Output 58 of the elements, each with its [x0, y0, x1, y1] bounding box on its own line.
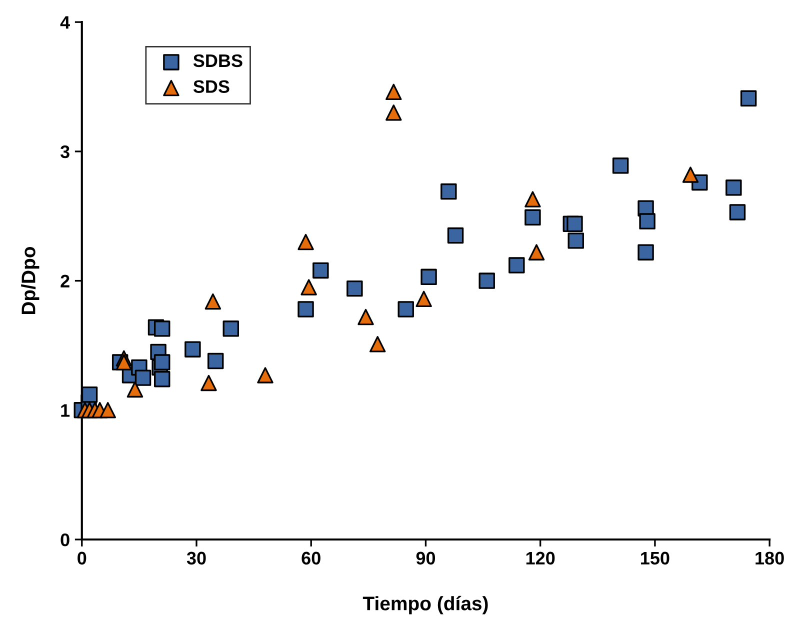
point [222, 320, 239, 337]
y-tick-label: 3 [60, 145, 70, 158]
point [682, 166, 699, 183]
point [81, 386, 98, 403]
point [638, 244, 654, 260]
point [134, 370, 152, 386]
point [420, 268, 437, 286]
point [126, 381, 144, 398]
point [740, 90, 757, 107]
point [257, 367, 274, 384]
point [154, 354, 170, 370]
x-tick-label: 30 [186, 552, 206, 565]
point [566, 216, 583, 232]
point [478, 272, 495, 289]
x-tick-label: 120 [526, 552, 555, 565]
point [568, 232, 584, 249]
x-tick-label: 180 [756, 552, 784, 565]
point [639, 213, 656, 230]
point [116, 354, 132, 370]
point [154, 320, 170, 337]
point [200, 374, 217, 392]
y-axis-title: Dp/Dpo [21, 246, 40, 314]
point [726, 180, 742, 196]
point [298, 234, 314, 250]
y-tick-label: 0 [60, 533, 70, 546]
point [612, 158, 629, 174]
x-tick-label: 90 [416, 552, 436, 565]
point [447, 227, 464, 244]
point [207, 352, 224, 370]
x-axis-title: Tiempo (días) [362, 596, 488, 614]
point [729, 204, 746, 220]
point [416, 290, 432, 308]
x-tick-label: 60 [302, 552, 320, 565]
point [386, 104, 402, 121]
legend-label: SDS [193, 80, 230, 93]
point [100, 402, 116, 418]
point [528, 244, 545, 260]
point [184, 341, 201, 358]
point [154, 370, 170, 388]
point [358, 308, 374, 326]
x-tick-label: 0 [78, 552, 86, 565]
point [300, 279, 317, 296]
point [298, 301, 314, 318]
point [524, 209, 541, 226]
point [386, 84, 402, 100]
point [440, 183, 457, 200]
y-tick-label: 1 [61, 404, 70, 417]
point [398, 301, 414, 318]
point [369, 336, 386, 352]
point [524, 191, 541, 208]
y-tick-label: 2 [60, 274, 70, 288]
point [508, 257, 525, 274]
legend-label: SDBS [193, 54, 242, 68]
point [346, 280, 363, 297]
point [312, 262, 329, 279]
point [204, 293, 222, 310]
y-tick-label: 4 [60, 16, 70, 29]
x-tick-label: 150 [641, 552, 670, 565]
